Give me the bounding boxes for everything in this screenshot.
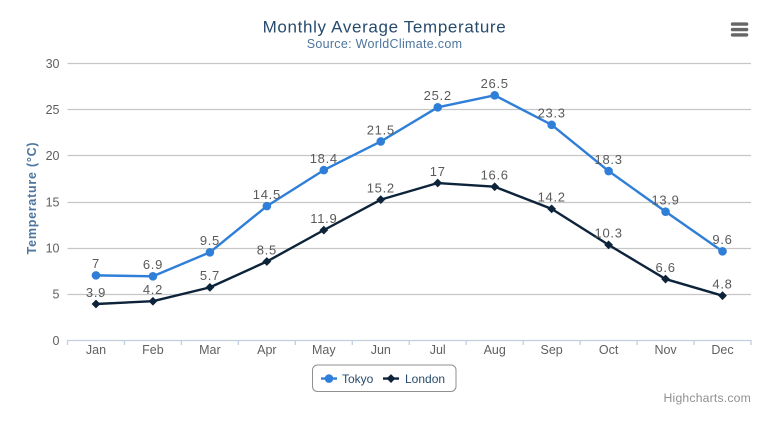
svg-text:18.3: 18.3 [595,152,623,167]
svg-text:Aug: Aug [484,343,506,357]
svg-text:14.2: 14.2 [538,190,566,205]
svg-text:21.5: 21.5 [367,122,395,137]
svg-text:14.5: 14.5 [253,187,281,202]
svg-text:13.9: 13.9 [652,192,680,207]
svg-text:4.2: 4.2 [143,282,163,297]
svg-text:7: 7 [92,256,100,271]
svg-text:10.3: 10.3 [595,226,623,241]
svg-text:4.8: 4.8 [712,276,732,291]
svg-text:Nov: Nov [654,343,677,357]
svg-text:Temperature (°C): Temperature (°C) [25,142,39,255]
svg-text:6.6: 6.6 [655,260,675,275]
svg-text:Oct: Oct [599,343,619,357]
svg-text:May: May [312,343,336,357]
svg-text:16.6: 16.6 [481,168,509,183]
svg-text:6.9: 6.9 [143,257,163,272]
svg-text:Jan: Jan [86,343,106,357]
svg-text:Mar: Mar [199,343,221,357]
svg-text:20: 20 [46,149,60,163]
svg-text:26.5: 26.5 [481,76,509,91]
svg-text:10: 10 [46,242,60,256]
svg-text:15.2: 15.2 [367,180,395,195]
svg-text:11.9: 11.9 [310,211,337,226]
svg-text:Source: WorldClimate.com: Source: WorldClimate.com [307,37,463,51]
svg-text:Sep: Sep [541,343,563,357]
svg-text:30: 30 [46,57,60,71]
svg-text:Monthly Average Temperature: Monthly Average Temperature [263,18,507,37]
svg-text:Highcharts.com: Highcharts.com [664,391,751,405]
svg-text:5: 5 [53,288,60,302]
svg-text:25: 25 [46,103,60,117]
svg-text:Dec: Dec [711,343,733,357]
svg-text:Apr: Apr [257,343,276,357]
svg-text:3.9: 3.9 [86,285,106,300]
svg-text:London: London [405,372,445,386]
svg-text:25.2: 25.2 [424,88,452,103]
svg-text:23.3: 23.3 [538,106,566,121]
svg-text:Jun: Jun [371,343,391,357]
svg-text:9.6: 9.6 [712,232,732,247]
svg-text:Tokyo: Tokyo [342,372,374,386]
svg-text:Feb: Feb [142,343,164,357]
svg-text:18.4: 18.4 [310,151,338,166]
svg-text:5.7: 5.7 [200,268,220,283]
svg-text:15: 15 [46,195,60,209]
svg-text:Jul: Jul [430,343,446,357]
svg-text:8.5: 8.5 [257,242,277,257]
svg-text:17: 17 [430,164,446,179]
svg-text:0: 0 [53,334,60,348]
svg-text:9.5: 9.5 [200,233,220,248]
